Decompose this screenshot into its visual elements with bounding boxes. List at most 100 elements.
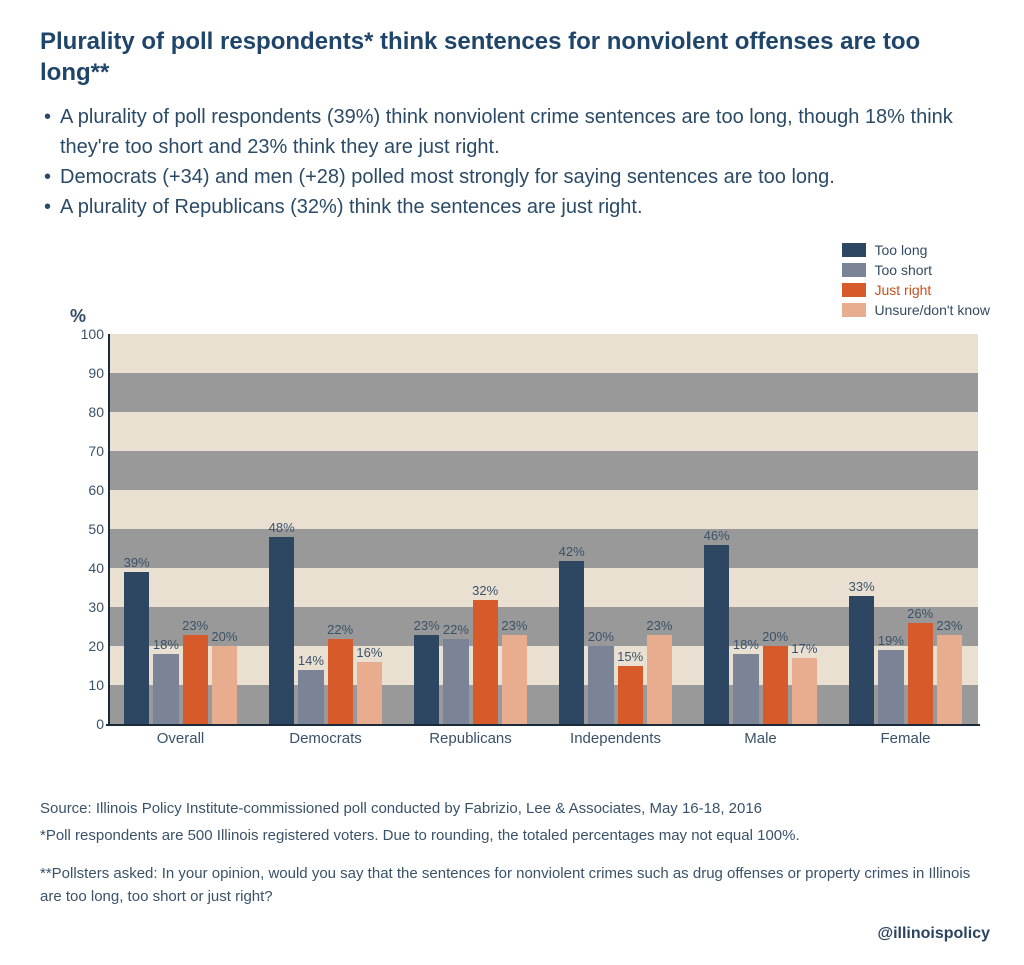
- y-tick-label: 30: [64, 599, 104, 615]
- bar-value-label: 20%: [588, 629, 614, 646]
- y-tick-label: 100: [64, 326, 104, 342]
- bar: 23%: [414, 635, 439, 725]
- bar-value-label: 18%: [153, 637, 179, 654]
- y-tick-label: 10: [64, 677, 104, 693]
- bar-value-label: 46%: [704, 528, 730, 545]
- source-text: Source: Illinois Policy Institute-commis…: [40, 798, 990, 821]
- bar-value-label: 14%: [298, 653, 324, 670]
- bar-value-label: 48%: [269, 520, 295, 537]
- bar: 18%: [153, 654, 178, 724]
- bar: 19%: [878, 650, 903, 724]
- y-axis-line: [108, 334, 110, 726]
- y-tick-label: 60: [64, 482, 104, 498]
- bar-value-label: 16%: [356, 645, 382, 662]
- bar: 23%: [937, 635, 962, 725]
- bar-value-label: 19%: [878, 633, 904, 650]
- chart-container: Too long Too short Just right Unsure/don…: [40, 242, 990, 782]
- y-tick-label: 80: [64, 404, 104, 420]
- footnote: *Poll respondents are 500 Illinois regis…: [40, 825, 990, 848]
- bar-value-label: 26%: [907, 606, 933, 623]
- chart-title: Plurality of poll respondents* think sen…: [40, 26, 990, 88]
- bar-value-label: 20%: [762, 629, 788, 646]
- plot-area: 39%18%23%20%48%14%22%16%23%22%32%23%42%2…: [108, 334, 978, 724]
- y-axis-label: %: [70, 306, 86, 327]
- legend-label: Too short: [874, 262, 932, 278]
- y-tick-label: 90: [64, 365, 104, 381]
- bar: 33%: [849, 596, 874, 725]
- legend-label: Unsure/don't know: [874, 302, 990, 318]
- bar-value-label: 17%: [791, 641, 817, 658]
- legend-swatch: [842, 263, 866, 277]
- bar: 32%: [473, 600, 498, 725]
- bar-group: 23%22%32%23%: [414, 334, 527, 724]
- bar-value-label: 18%: [733, 637, 759, 654]
- bar-group: 46%18%20%17%: [704, 334, 817, 724]
- bar: 48%: [269, 537, 294, 724]
- y-tick-label: 40: [64, 560, 104, 576]
- legend-swatch: [842, 243, 866, 257]
- legend-label: Just right: [874, 282, 931, 298]
- y-tick-label: 20: [64, 638, 104, 654]
- bar: 18%: [733, 654, 758, 724]
- legend-swatch: [842, 303, 866, 317]
- bars-area: 39%18%23%20%48%14%22%16%23%22%32%23%42%2…: [108, 334, 978, 724]
- bar: 23%: [183, 635, 208, 725]
- x-tick-label: Democrats: [269, 730, 382, 747]
- x-tick-label: Republicans: [414, 730, 527, 747]
- legend: Too long Too short Just right Unsure/don…: [842, 242, 990, 322]
- legend-item: Unsure/don't know: [842, 302, 990, 318]
- legend-label: Too long: [874, 242, 927, 258]
- bar-value-label: 23%: [414, 618, 440, 635]
- legend-swatch: [842, 283, 866, 297]
- x-tick-label: Female: [849, 730, 962, 747]
- handle: @illinoispolicy: [40, 922, 990, 946]
- bar: 23%: [502, 635, 527, 725]
- bar: 22%: [443, 639, 468, 725]
- x-tick-label: Male: [704, 730, 817, 747]
- bar: 20%: [212, 646, 237, 724]
- bar: 14%: [298, 670, 323, 725]
- y-tick-label: 70: [64, 443, 104, 459]
- y-tick-label: 50: [64, 521, 104, 537]
- bar: 22%: [328, 639, 353, 725]
- bar-value-label: 15%: [617, 649, 643, 666]
- bar-group: 48%14%22%16%: [269, 334, 382, 724]
- bar: 23%: [647, 635, 672, 725]
- bar-group: 33%19%26%23%: [849, 334, 962, 724]
- x-axis-labels: Overall Democrats Republicans Independents M…: [108, 730, 978, 747]
- bar: 42%: [559, 561, 584, 725]
- bar: 20%: [588, 646, 613, 724]
- bar: 15%: [618, 666, 643, 725]
- x-axis-line: [106, 724, 980, 726]
- legend-item: Too short: [842, 262, 990, 278]
- bar-value-label: 23%: [501, 618, 527, 635]
- x-tick-label: Independents: [559, 730, 672, 747]
- bar-value-label: 22%: [327, 622, 353, 639]
- bar-group: 39%18%23%20%: [124, 334, 237, 724]
- legend-item: Too long: [842, 242, 990, 258]
- bar: 46%: [704, 545, 729, 724]
- bar-value-label: 22%: [443, 622, 469, 639]
- bar-value-label: 23%: [936, 618, 962, 635]
- bar: 17%: [792, 658, 817, 724]
- bar-value-label: 33%: [849, 579, 875, 596]
- bullet-item: A plurality of Republicans (32%) think t…: [44, 192, 990, 222]
- bar: 26%: [908, 623, 933, 724]
- bar: 39%: [124, 572, 149, 724]
- bullet-item: A plurality of poll respondents (39%) th…: [44, 102, 990, 162]
- footnote: **Pollsters asked: In your opinion, woul…: [40, 863, 990, 908]
- bar-value-label: 23%: [646, 618, 672, 635]
- bar-value-label: 39%: [124, 555, 150, 572]
- bar-value-label: 32%: [472, 583, 498, 600]
- bar-value-label: 20%: [211, 629, 237, 646]
- bar-value-label: 42%: [559, 544, 585, 561]
- bar-value-label: 23%: [182, 618, 208, 635]
- legend-item: Just right: [842, 282, 990, 298]
- bullet-list: A plurality of poll respondents (39%) th…: [40, 102, 990, 222]
- bar: 16%: [357, 662, 382, 724]
- x-tick-label: Overall: [124, 730, 237, 747]
- bar-group: 42%20%15%23%: [559, 334, 672, 724]
- y-tick-label: 0: [64, 716, 104, 732]
- bullet-item: Democrats (+34) and men (+28) polled mos…: [44, 162, 990, 192]
- bar: 20%: [763, 646, 788, 724]
